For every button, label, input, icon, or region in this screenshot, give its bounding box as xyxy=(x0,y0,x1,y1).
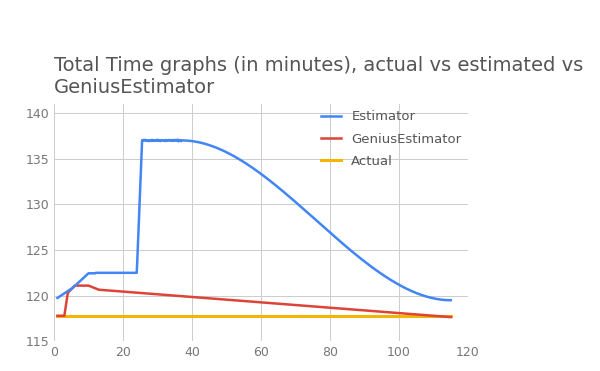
Actual xyxy=(447,313,454,318)
Legend: Estimator, GeniusEstimator, Actual: Estimator, GeniusEstimator, Actual xyxy=(321,111,461,168)
GeniusEstimator xyxy=(283,302,290,306)
Estimator xyxy=(353,253,360,257)
Actual xyxy=(78,313,85,318)
Actual xyxy=(54,313,61,318)
GeniusEstimator xyxy=(71,283,79,288)
Text: Total Time graphs (in minutes), actual vs estimated vs
GeniusEstimator: Total Time graphs (in minutes), actual v… xyxy=(54,56,583,97)
Actual xyxy=(392,313,400,318)
Estimator xyxy=(78,278,85,282)
Actual xyxy=(352,313,359,318)
GeniusEstimator xyxy=(447,315,454,319)
Actual xyxy=(282,313,289,318)
GeniusEstimator xyxy=(305,304,312,308)
Actual xyxy=(293,313,300,318)
Estimator xyxy=(283,192,290,196)
Line: GeniusEstimator: GeniusEstimator xyxy=(58,286,451,317)
GeniusEstimator xyxy=(54,313,61,318)
Estimator xyxy=(154,138,161,142)
GeniusEstimator xyxy=(393,311,400,315)
Estimator xyxy=(305,211,312,216)
Line: Estimator: Estimator xyxy=(58,140,451,300)
GeniusEstimator xyxy=(353,308,360,312)
Actual xyxy=(304,313,311,318)
GeniusEstimator xyxy=(79,283,86,288)
Estimator xyxy=(293,201,300,205)
GeniusEstimator xyxy=(293,303,300,307)
Estimator xyxy=(447,298,454,302)
Estimator xyxy=(393,281,400,286)
Estimator xyxy=(54,296,61,300)
